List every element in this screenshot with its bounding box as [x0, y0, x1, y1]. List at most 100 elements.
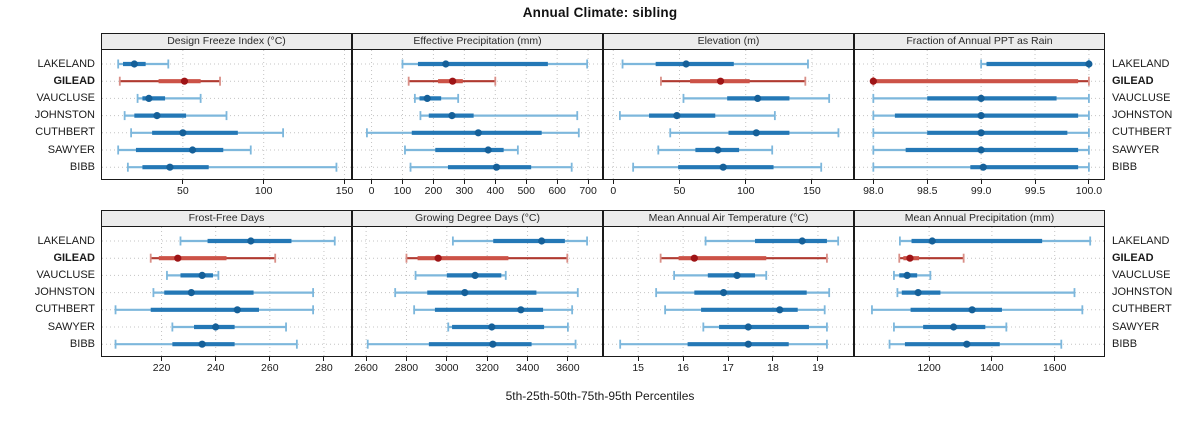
percentile-series-cuthbert: [130, 128, 284, 138]
panel-plot: [855, 227, 1104, 356]
percentile-series-gilead: [898, 253, 965, 263]
tick-mark: [928, 357, 930, 361]
tick-mark: [269, 357, 271, 361]
percentile-series-lakeland: [179, 236, 336, 246]
row-label-right-bibb: BIBB: [1112, 160, 1138, 173]
percentile-series-lakeland: [704, 236, 840, 246]
tick-label: 1600: [1043, 362, 1067, 374]
row-label-right-johnston: JOHNSTON: [1112, 109, 1173, 122]
percentile-series-vaucluse: [673, 270, 768, 280]
tick-label: 280: [315, 362, 333, 374]
tick-mark: [1034, 180, 1036, 184]
tick-label: 18: [767, 362, 779, 374]
percentile-series-lakeland: [117, 59, 170, 69]
percentile-series-vaucluse: [682, 93, 831, 103]
tick-mark: [872, 180, 874, 184]
panel-mean-annual-precipitation-mm: Mean Annual Precipitation (mm) 1200 1400 16…: [854, 210, 1105, 379]
percentile-series-sawyer: [117, 145, 252, 155]
tick-mark: [365, 357, 367, 361]
percentile-series-bibb: [888, 339, 1063, 349]
panel-plot: [604, 227, 853, 356]
x-axis-fraction-of-annual-ppt-as-rain: 98.0 98.5 99.0 99.5 100.0: [854, 180, 1105, 200]
percentile-series-sawyer: [657, 145, 774, 155]
percentile-series-gilead: [659, 253, 828, 263]
panel-plot: [102, 227, 351, 356]
row-label-right-johnston: JOHNSTON: [1112, 286, 1173, 299]
tick-label: 200: [424, 185, 443, 197]
tick-label: 3400: [515, 362, 540, 374]
percentile-series-sawyer: [404, 145, 519, 155]
tick-label: 150: [803, 185, 821, 197]
row-label-right-cuthbert: CUTHBERT: [1112, 126, 1172, 139]
percentile-series-johnston: [394, 288, 579, 298]
tick-mark: [494, 180, 496, 184]
panel-plot-frame: [352, 227, 603, 357]
tick-mark: [587, 180, 589, 184]
tick-mark: [682, 357, 684, 361]
tick-label: 2800: [394, 362, 419, 374]
panel-header: Elevation (m): [603, 33, 854, 50]
panel-plot-frame: [352, 50, 603, 180]
tick-mark: [432, 180, 434, 184]
panel-header: Mean Annual Air Temperature (°C): [603, 210, 854, 227]
row-label-left-johnston: JOHNSTON: [34, 109, 95, 122]
percentile-series-bibb: [872, 162, 1090, 172]
tick-mark: [161, 357, 163, 361]
row-label-right-sawyer: SAWYER: [1112, 143, 1160, 156]
tick-label: 1200: [917, 362, 941, 374]
tick-label: 100: [393, 185, 412, 197]
row-label-right-cuthbert: CUTHBERT: [1112, 303, 1172, 316]
row-label-left-gilead: GILEAD: [53, 251, 95, 264]
row-label-left-lakeland: LAKELAND: [37, 57, 95, 70]
tick-mark: [263, 180, 265, 184]
percentile-series-bibb: [366, 339, 577, 349]
percentile-series-gilead: [660, 76, 807, 86]
panel-header: Design Freeze Index (°C): [101, 33, 352, 50]
percentile-series-gilead: [407, 76, 497, 86]
tick-label: 1400: [980, 362, 1004, 374]
percentile-series-vaucluse: [893, 270, 932, 280]
panel-plot-frame: [854, 50, 1105, 180]
percentile-series-gilead: [405, 253, 569, 263]
percentile-series-bibb: [409, 162, 573, 172]
tick-label: 400: [486, 185, 505, 197]
percentile-series-cuthbert: [366, 128, 580, 138]
tick-mark: [463, 180, 465, 184]
tick-mark: [401, 180, 403, 184]
row-label-left-sawyer: SAWYER: [47, 143, 95, 156]
percentile-series-vaucluse: [136, 93, 202, 103]
panel-growing-degree-days-c: Growing Degree Days (°C) 2600 2800 3000 3200…: [352, 210, 603, 379]
percentile-series-cuthbert: [664, 305, 826, 315]
percentile-series-lakeland: [621, 59, 809, 69]
percentile-series-gilead: [118, 76, 221, 86]
x-axis-mean-annual-precipitation-mm: 1200 1400 1600: [854, 357, 1105, 377]
panel-effective-precipitation-mm: Effective Precipitation (mm) 0 100 200 300 40…: [352, 33, 603, 202]
tick-mark: [811, 180, 813, 184]
row-label-left-bibb: BIBB: [69, 160, 95, 173]
tick-label: 100.0: [1075, 185, 1103, 197]
panel-plot-frame: [854, 227, 1105, 357]
row-label-left-vaucluse: VAUCLUSE: [36, 91, 95, 104]
tick-label: 150: [335, 185, 354, 197]
row-label-left-cuthbert: CUTHBERT: [35, 303, 95, 316]
panel-plot-frame: [101, 227, 352, 357]
percentile-series-sawyer: [702, 322, 828, 332]
percentile-series-lakeland: [899, 236, 1092, 246]
row-label-right-vaucluse: VAUCLUSE: [1112, 91, 1171, 104]
tick-mark: [527, 357, 529, 361]
percentile-series-cuthbert: [871, 305, 1084, 315]
x-axis-mean-annual-air-temperature-c: 15 16 17 18 19: [603, 357, 854, 377]
percentile-series-cuthbert: [872, 128, 1090, 138]
percentile-series-sawyer: [447, 322, 569, 332]
tick-label: 3000: [435, 362, 459, 374]
tick-label: 50: [177, 185, 189, 197]
percentile-series-sawyer: [171, 322, 287, 332]
row-label-right-lakeland: LAKELAND: [1112, 57, 1170, 70]
tick-mark: [817, 357, 819, 361]
row-label-left-vaucluse: VAUCLUSE: [36, 268, 95, 281]
tick-label: 240: [206, 362, 225, 374]
percentile-series-johnston: [896, 288, 1076, 298]
row-label-left-gilead: GILEAD: [53, 74, 95, 87]
percentile-series-lakeland: [980, 59, 1093, 69]
tick-mark: [525, 180, 527, 184]
